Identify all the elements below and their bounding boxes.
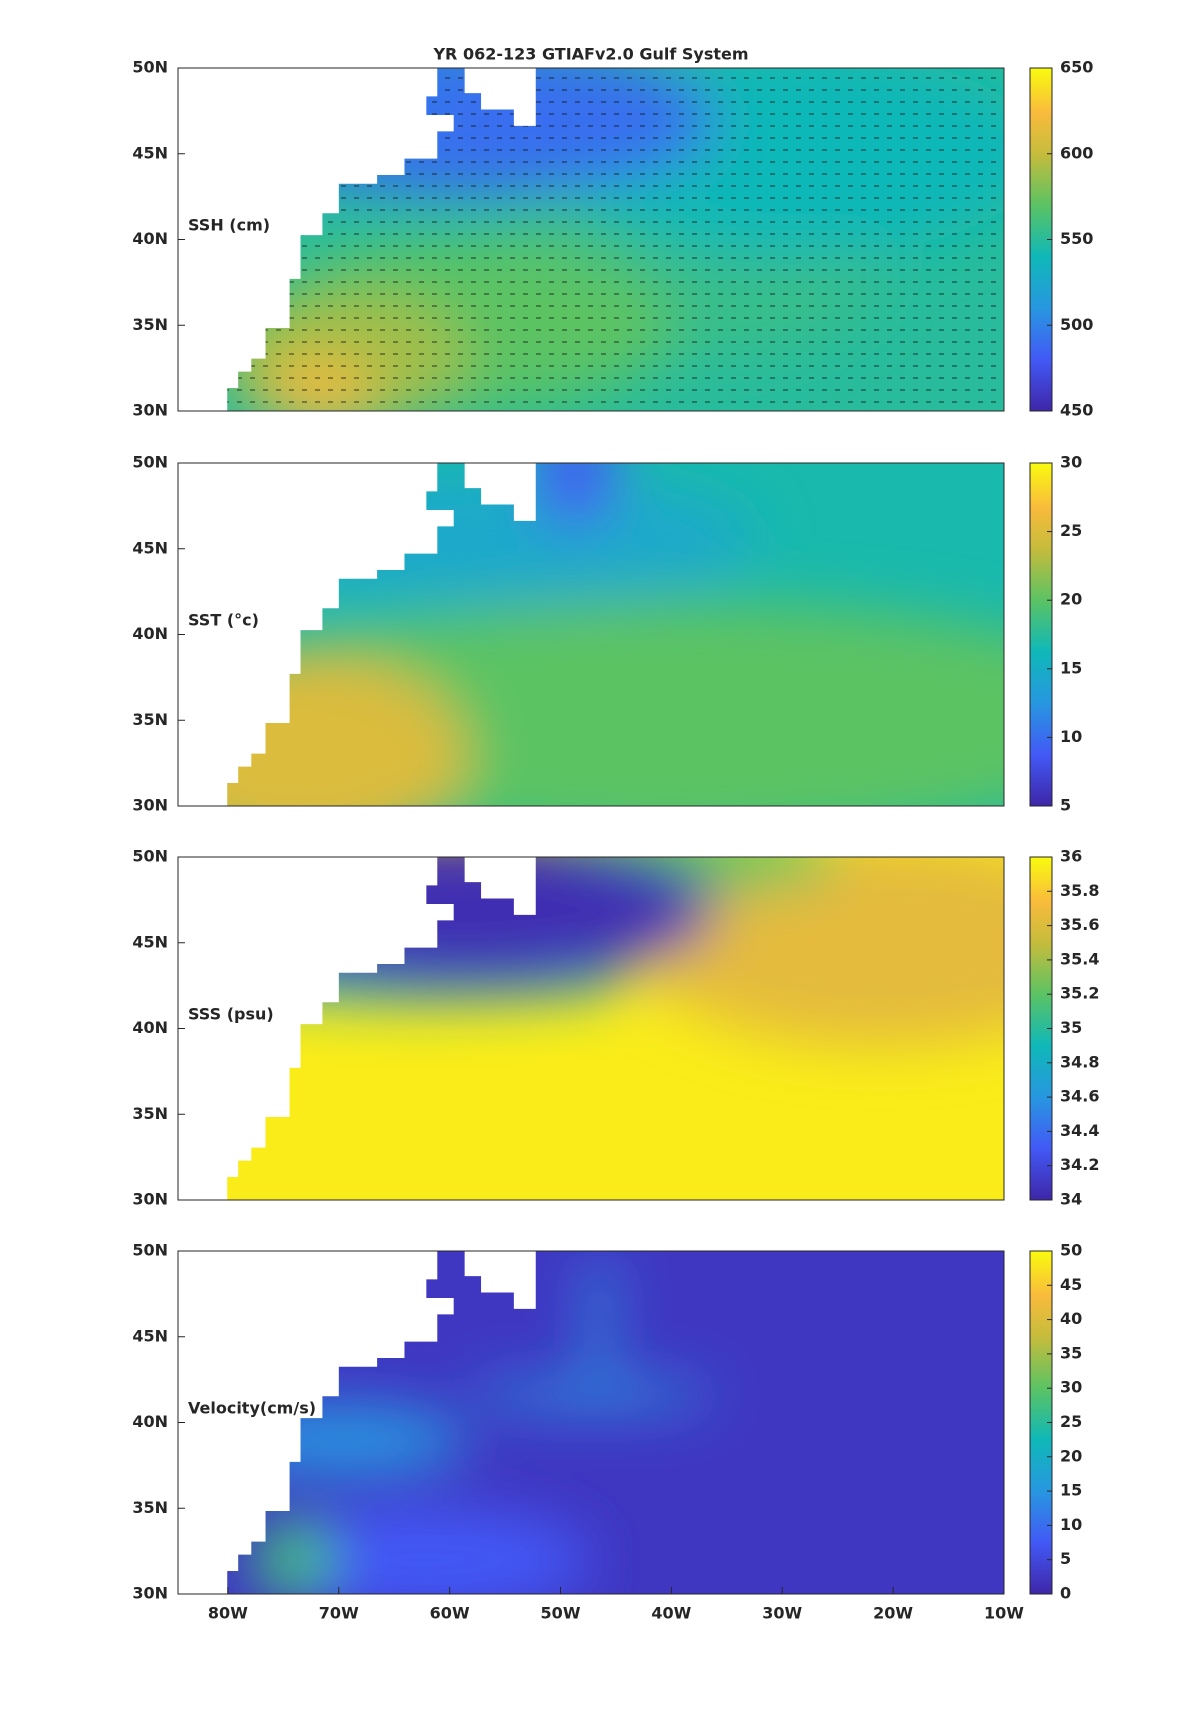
y-tick-label: 30N: [132, 401, 168, 420]
panel-label: SSS (psu): [188, 1004, 274, 1023]
colorbar-tick-label: 34.6: [1060, 1087, 1099, 1106]
field: [178, 463, 1004, 806]
land: [178, 1251, 454, 1594]
x-tick-label: 60W: [430, 1604, 470, 1623]
x-tick-label: 30W: [762, 1604, 802, 1623]
y-tick-label: 40N: [132, 1412, 168, 1431]
field-blob: [260, 1508, 591, 1594]
colorbar-tick-label: 5: [1060, 1549, 1071, 1568]
y-tick-label: 30N: [132, 1190, 168, 1209]
y-tick-label: 50N: [132, 1241, 168, 1260]
y-tick-label: 40N: [132, 1018, 168, 1037]
colorbar-tick-label: 36: [1060, 847, 1082, 866]
y-tick-label: 45N: [132, 143, 168, 162]
colorbar-tick-label: 450: [1060, 401, 1093, 420]
panel-label: SSH (cm): [188, 215, 270, 234]
colorbar-tick-label: 35.8: [1060, 881, 1099, 900]
land: [464, 1251, 536, 1309]
y-tick-label: 35N: [132, 315, 168, 334]
x-tick-label: 10W: [984, 1604, 1024, 1623]
colorbar-tick-label: 15: [1060, 658, 1082, 677]
colorbar-tick-label: 0: [1060, 1584, 1071, 1603]
x-tick-label: 50W: [541, 1604, 581, 1623]
colorbar-tick-label: 650: [1060, 58, 1093, 77]
y-tick-label: 40N: [132, 229, 168, 248]
colorbar-tick-label: 25: [1060, 1412, 1082, 1431]
panel-label: Velocity(cm/s): [188, 1398, 316, 1417]
x-tick-label: 80W: [208, 1604, 248, 1623]
land: [464, 463, 536, 521]
colorbar-tick-label: 600: [1060, 143, 1093, 162]
field: [178, 1251, 1004, 1594]
panel: 30N 35N 40N 45N 50N 80W 70W 60W 50W 40W 30W 20W 10W V…: [132, 1241, 1082, 1623]
colorbar-tick-label: 40: [1060, 1309, 1082, 1328]
y-tick-label: 30N: [132, 796, 168, 815]
panel: 30N 35N 40N 45N 50N SSH (cm) 450 500 550 600 650: [132, 58, 1093, 420]
x-tick-label: 70W: [319, 1604, 359, 1623]
colorbar-tick-label: 34.8: [1060, 1052, 1099, 1071]
x-tick-label: 40W: [651, 1604, 691, 1623]
colorbar-tick-label: 34.4: [1060, 1121, 1099, 1140]
land: [464, 68, 536, 126]
colorbar-tick-label: 35.6: [1060, 915, 1099, 934]
colorbar-tick-label: 35.4: [1060, 949, 1099, 968]
colorbar-tick-label: 50: [1060, 1241, 1082, 1260]
land: [178, 68, 454, 411]
field-blob: [252, 1518, 335, 1594]
colorbar-tick-label: 30: [1060, 1378, 1082, 1397]
y-tick-label: 35N: [132, 1104, 168, 1123]
colorbar: [1029, 462, 1053, 807]
colorbar-tick-label: 45: [1060, 1275, 1082, 1294]
field: [178, 68, 1004, 411]
field-blob: [467, 1381, 715, 1409]
colorbar-tick-label: 35.2: [1060, 984, 1099, 1003]
colorbar-tick-label: 30: [1060, 453, 1082, 472]
y-tick-label: 45N: [132, 1326, 168, 1345]
colorbar-tick-label: 550: [1060, 229, 1093, 248]
colorbar-tick-label: 34: [1060, 1190, 1082, 1209]
panel-label: SST (°c): [188, 610, 259, 629]
y-tick-label: 30N: [132, 1584, 168, 1603]
colorbar-tick-label: 10: [1060, 1515, 1082, 1534]
panel: 30N 35N 40N 45N 50N SSS (psu) 34 34.2 34.4 34.6 34…: [132, 847, 1099, 1209]
y-tick-label: 45N: [132, 538, 168, 557]
field-blob: [632, 857, 1004, 1046]
y-tick-label: 45N: [132, 932, 168, 951]
panel: 30N 35N 40N 45N 50N SST (°c) 5 10 15 20 25 30: [132, 453, 1082, 815]
colorbar-tick-label: 34.2: [1060, 1155, 1099, 1174]
field: [178, 857, 1004, 1200]
field-blob: [533, 463, 616, 525]
y-tick-label: 50N: [132, 847, 168, 866]
colorbar-tick-label: 25: [1060, 521, 1082, 540]
land: [464, 857, 536, 915]
y-tick-label: 40N: [132, 624, 168, 643]
x-tick-label: 20W: [873, 1604, 913, 1623]
colorbar-tick-label: 35: [1060, 1343, 1082, 1362]
colorbar-tick-label: 20: [1060, 1446, 1082, 1465]
y-tick-label: 35N: [132, 710, 168, 729]
y-tick-label: 50N: [132, 453, 168, 472]
colorbar-tick-label: 10: [1060, 727, 1082, 746]
y-tick-label: 50N: [132, 58, 168, 77]
colorbar-tick-label: 35: [1060, 1018, 1082, 1037]
colorbar-tick-label: 15: [1060, 1481, 1082, 1500]
field-blob: [586, 1251, 612, 1389]
y-tick-label: 35N: [132, 1498, 168, 1517]
figure-title: YR 062-123 GTIAFv2.0 Gulf System: [432, 45, 748, 64]
land: [178, 857, 454, 1200]
colorbar-tick-label: 5: [1060, 796, 1071, 815]
colorbar-tick-label: 500: [1060, 315, 1093, 334]
colorbar-tick-label: 20: [1060, 590, 1082, 609]
land: [178, 463, 454, 806]
